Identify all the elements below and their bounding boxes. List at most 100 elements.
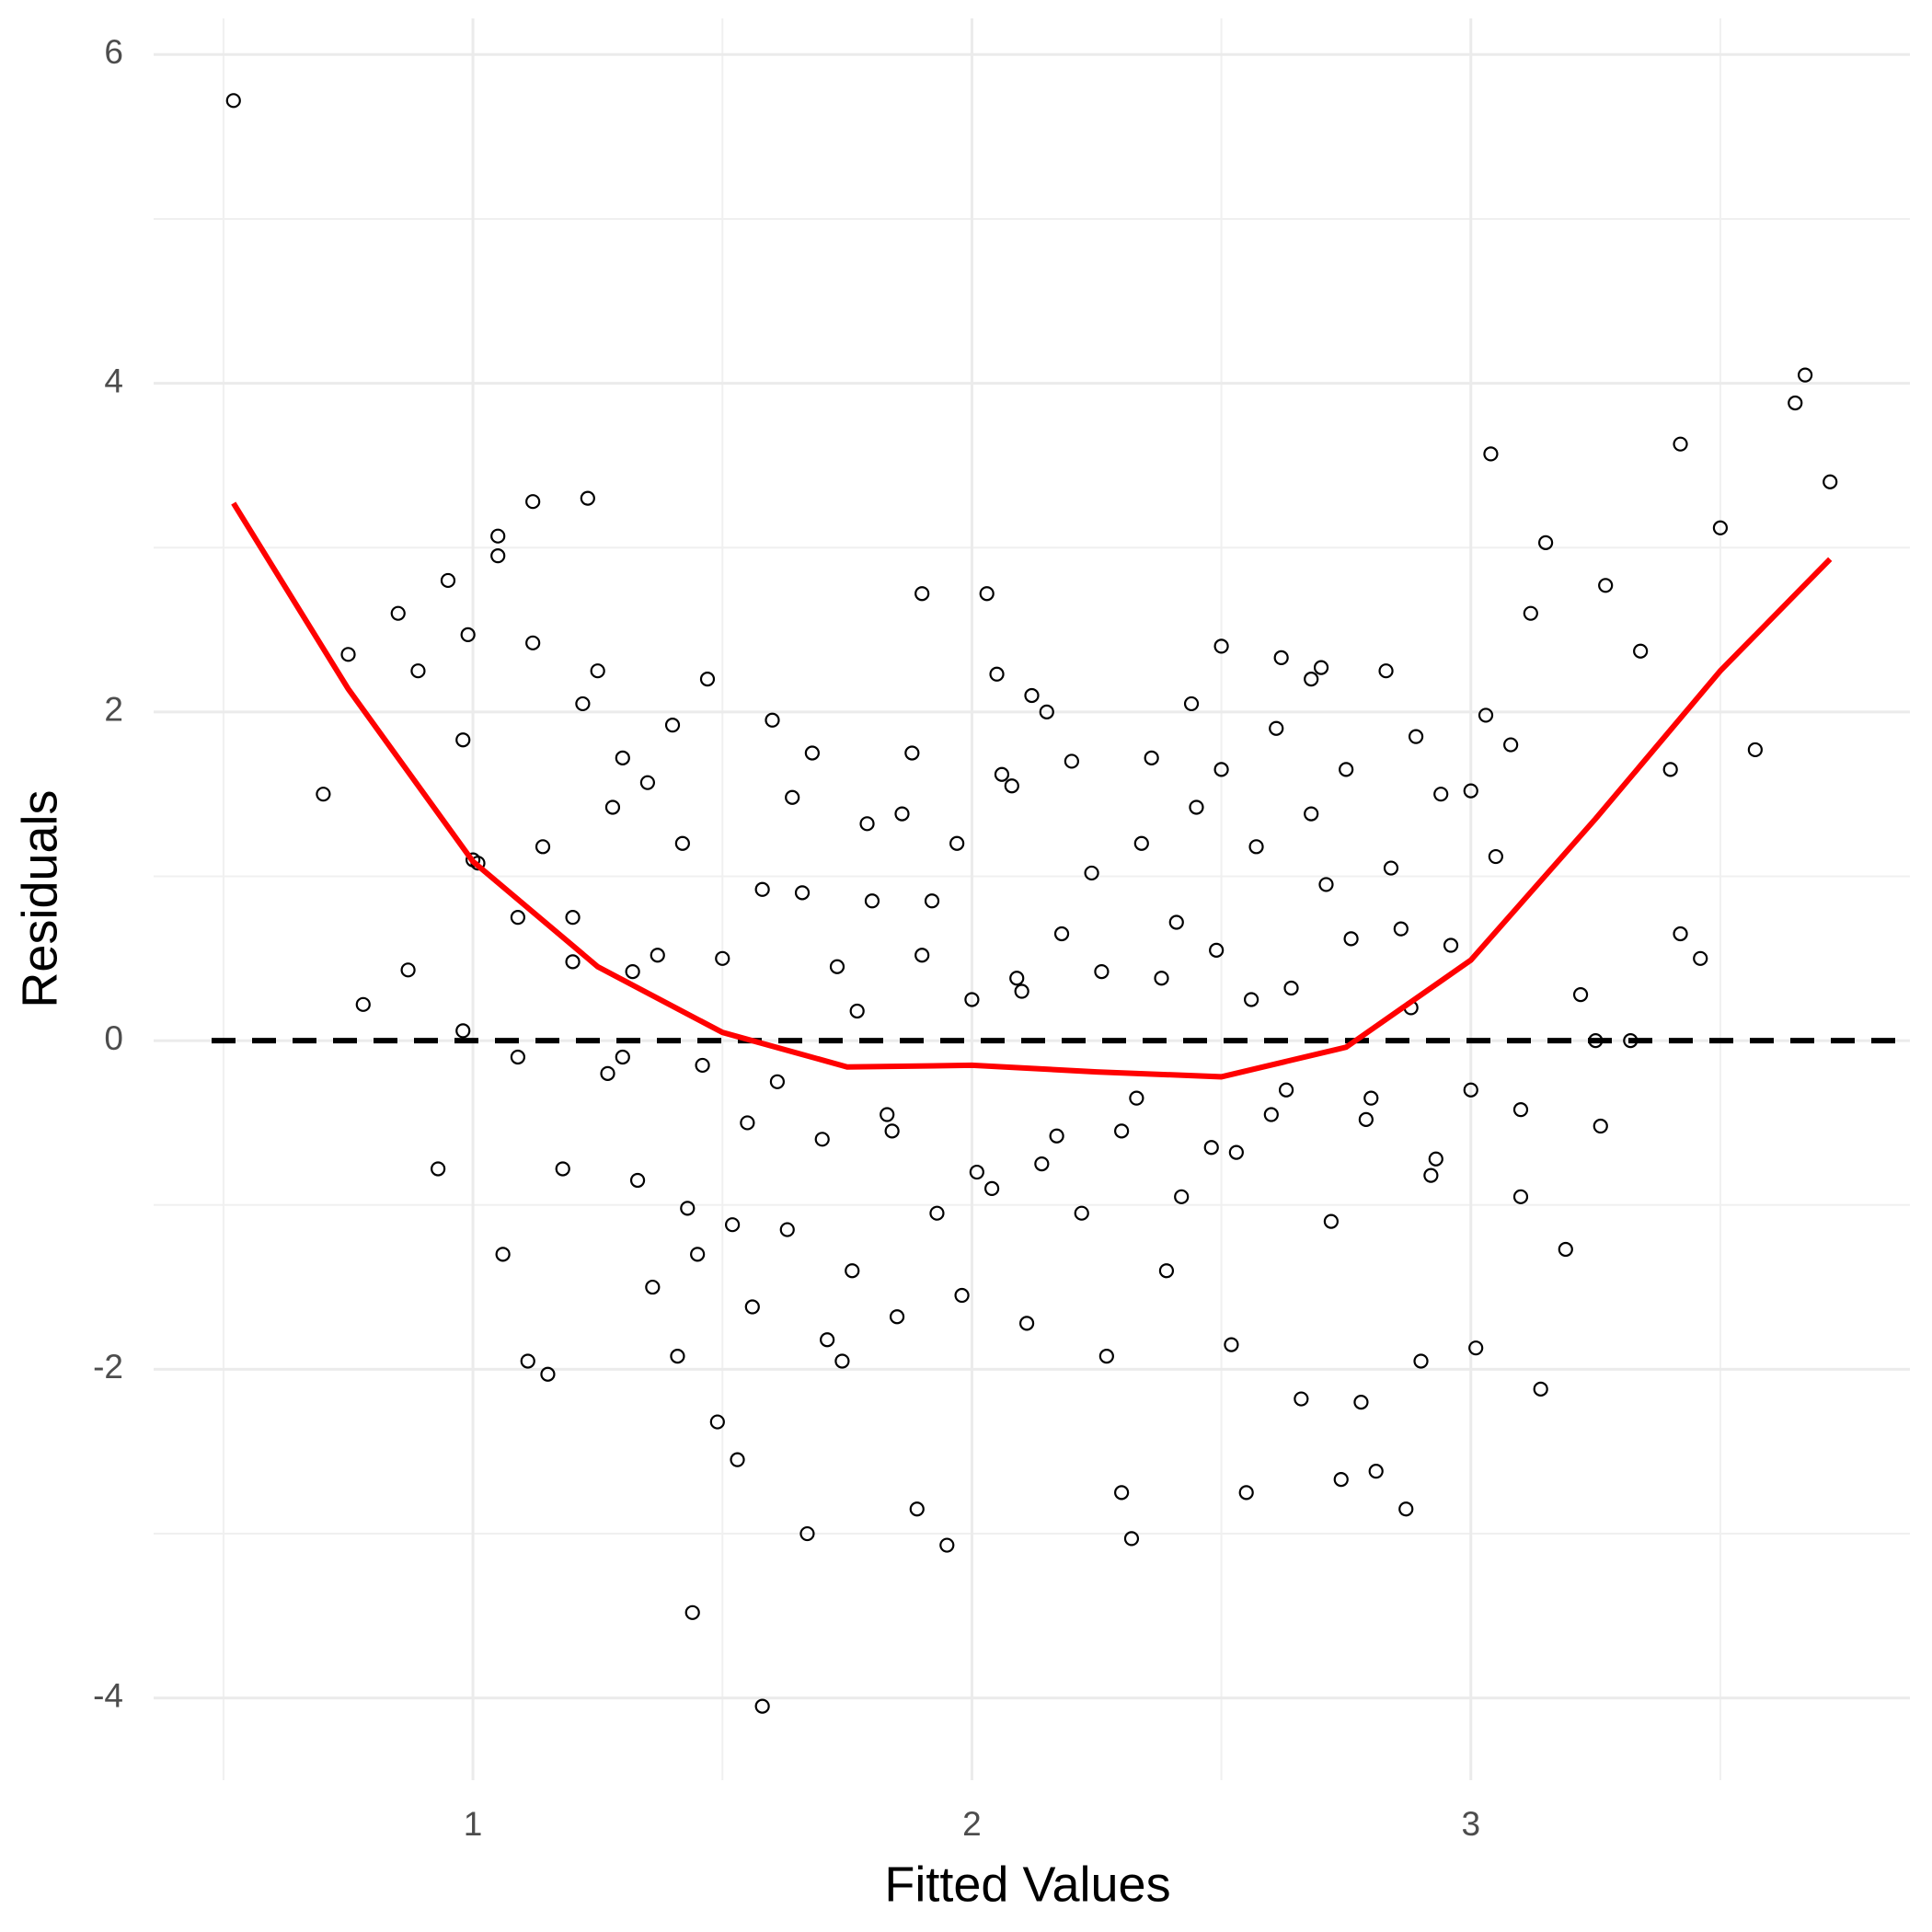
point	[1413, 1353, 1429, 1369]
point	[979, 586, 995, 602]
point	[954, 1287, 970, 1304]
point	[1343, 931, 1359, 947]
point	[1463, 1082, 1478, 1098]
point	[1712, 520, 1729, 535]
point	[829, 959, 845, 974]
point	[555, 1161, 570, 1177]
point	[744, 1299, 760, 1315]
point	[1378, 663, 1394, 679]
fit-line	[231, 501, 1833, 1080]
point	[460, 627, 476, 642]
point	[1393, 921, 1409, 937]
point	[565, 910, 581, 926]
point	[1269, 720, 1284, 736]
point	[1133, 835, 1149, 851]
point	[1358, 1111, 1374, 1127]
point	[431, 1161, 446, 1177]
y-tick-label: -4	[93, 1676, 123, 1714]
point	[1788, 395, 1803, 411]
x-axis-title: Fitted Values	[884, 1857, 1170, 1912]
point	[1468, 1340, 1484, 1356]
point	[880, 1107, 895, 1122]
point	[1363, 1090, 1379, 1106]
point	[1224, 1337, 1239, 1352]
point	[600, 1065, 615, 1081]
point	[1024, 687, 1040, 704]
point	[924, 893, 940, 909]
point	[690, 1247, 706, 1262]
point	[1263, 1107, 1279, 1122]
point	[1339, 762, 1354, 777]
point	[989, 666, 1005, 682]
point	[969, 1164, 984, 1180]
point	[1009, 971, 1025, 986]
point	[625, 964, 640, 980]
point	[1673, 926, 1688, 942]
point	[864, 893, 880, 909]
point	[664, 718, 681, 733]
point	[1304, 806, 1319, 822]
point	[1318, 877, 1334, 892]
point	[490, 528, 506, 544]
point	[1537, 535, 1554, 550]
point	[400, 962, 416, 978]
point	[1408, 729, 1424, 744]
point	[1398, 1501, 1414, 1517]
point	[849, 1003, 865, 1019]
point	[1283, 980, 1299, 996]
point	[1248, 839, 1264, 855]
point	[914, 948, 930, 963]
point	[1018, 1316, 1035, 1331]
point	[1294, 1391, 1309, 1407]
point	[615, 750, 630, 765]
point	[440, 572, 456, 589]
point	[765, 712, 780, 728]
point	[1478, 707, 1494, 723]
point	[1598, 578, 1614, 593]
point	[340, 647, 356, 662]
point	[580, 490, 595, 506]
point	[779, 1222, 795, 1237]
y-tick-label: 2	[104, 691, 123, 729]
point	[575, 696, 591, 712]
point	[1368, 1464, 1384, 1479]
point	[1512, 1102, 1529, 1118]
point	[590, 663, 605, 679]
point	[1114, 1123, 1130, 1139]
point	[1084, 865, 1099, 881]
point	[1662, 762, 1678, 777]
point	[1323, 1213, 1339, 1229]
point	[1488, 848, 1503, 865]
point	[1209, 942, 1225, 958]
x-tick-label: 3	[1461, 1805, 1480, 1843]
x-tick-label: 1	[464, 1805, 483, 1843]
y-tick-label: 6	[104, 33, 123, 71]
point	[1144, 750, 1159, 765]
point	[1039, 704, 1054, 719]
point	[1798, 367, 1813, 383]
point	[1443, 937, 1459, 953]
point	[834, 1353, 850, 1369]
point	[225, 93, 241, 109]
point	[1064, 753, 1079, 769]
point	[1633, 643, 1649, 659]
point	[1183, 696, 1200, 712]
point	[1238, 1485, 1254, 1501]
point	[909, 1501, 925, 1517]
point	[754, 1698, 770, 1714]
point	[510, 910, 526, 926]
point	[455, 1023, 471, 1039]
point	[1333, 1471, 1349, 1488]
point	[1049, 1128, 1064, 1144]
point	[914, 586, 930, 602]
point	[1114, 1485, 1130, 1501]
point	[1463, 783, 1478, 799]
point	[1304, 672, 1319, 687]
point	[1572, 987, 1589, 1003]
point	[1593, 1118, 1608, 1134]
point	[540, 1366, 556, 1382]
point	[1053, 926, 1070, 942]
point	[410, 663, 426, 679]
point	[754, 881, 770, 897]
